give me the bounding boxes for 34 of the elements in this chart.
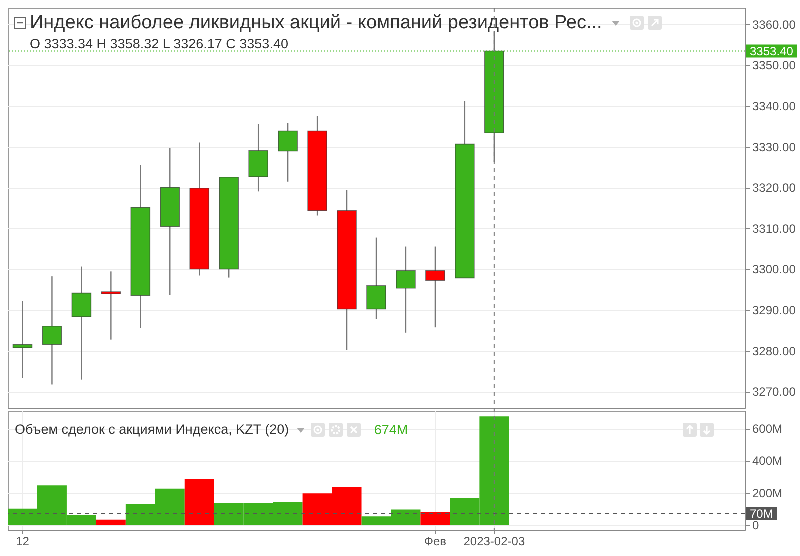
bar [96, 520, 126, 526]
bar [184, 479, 214, 526]
y-tick-label: 3330.00 [752, 140, 796, 154]
y-tick-label: 400M [752, 454, 783, 468]
candlestick [278, 122, 298, 182]
y-tick-label: 3350.00 [752, 58, 796, 73]
candlestick [426, 246, 446, 328]
text: O 3333.34 H 3358.32 L 3326.17 C 3353.40 [30, 36, 288, 52]
y-tick-label: 3320.00 [752, 181, 796, 196]
ref-line-label: 70M [750, 506, 774, 521]
x-tick-label: 12 [16, 534, 30, 548]
y-tick-label: 3300.00 [752, 262, 796, 277]
candlestick [366, 237, 386, 320]
y-tick-label: 200M [752, 486, 783, 500]
chart-title: Индекс наиболее ликвидных акций - компаний резидентов Рес... [30, 12, 602, 34]
candlestick [72, 266, 92, 380]
y-tick-label: 3290.00 [752, 304, 796, 318]
y-tick-label: 3310.00 [752, 222, 796, 236]
y-tick-label: 3340.00 [752, 99, 796, 114]
y-tick-label: 3280.00 [752, 344, 796, 358]
x-tick-label: Фев [424, 534, 447, 548]
ref-line-label: 3353.40 [750, 44, 794, 58]
x-tick-label: 2023-02-03 [464, 534, 526, 548]
bar [420, 512, 450, 526]
candlestick [101, 271, 122, 340]
candlestick [42, 276, 62, 386]
y-tick-label: 0 [752, 518, 760, 533]
y-tick-label: 3270.00 [752, 385, 796, 400]
candlestick [396, 246, 416, 334]
annotation: 674M [374, 422, 408, 438]
y-tick-label: 3360.00 [752, 18, 796, 32]
text: Объем сделок с акциями Индекса, KZT (20) [15, 422, 290, 437]
candlestick [12, 300, 33, 379]
y-tick-label: 600M [752, 422, 783, 436]
